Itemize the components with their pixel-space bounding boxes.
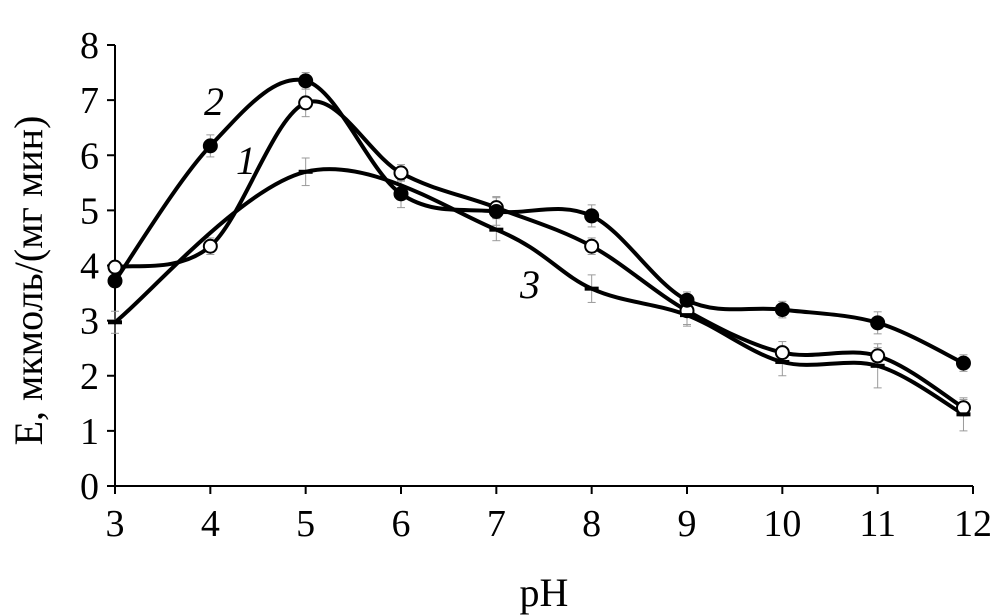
series-markers [107,73,971,417]
x-tick-label: 12 [954,503,992,545]
y-tick-label: 4 [80,246,99,288]
x-tick-label: 4 [201,503,220,545]
y-tick-label: 0 [80,466,99,508]
series-2-point [107,273,123,289]
series-2-point [488,203,504,219]
x-tick-label: 9 [678,503,697,545]
y-tick-label: 2 [80,356,99,398]
x-axis-title: pH [520,570,569,615]
series-2-point [955,355,971,371]
x-tick-label: 3 [106,503,125,545]
series-1-label: 1 [236,138,256,183]
series-1-point [584,238,600,254]
series-3-label: 3 [519,262,540,307]
x-tick-label: 10 [763,503,801,545]
y-tick-label: 8 [80,25,99,67]
series-1-point [202,238,218,254]
x-tick-label: 7 [487,503,506,545]
y-tick-label: 6 [80,135,99,177]
series-2-point [679,292,695,308]
x-tick-label: 5 [296,503,315,545]
series-2-point [774,302,790,318]
series-labels: 12 3 [204,79,540,307]
series-2-point [393,186,409,202]
series-1-point [955,400,971,416]
series-2-point [202,138,218,154]
series-1-point [774,345,790,361]
series-1-point [107,259,123,275]
y-tick-label: 7 [80,80,99,122]
x-tick-label: 11 [859,503,896,545]
axes [107,44,974,494]
series-2-point [870,315,886,331]
series-1-point [298,95,314,111]
series-2-point [584,208,600,224]
y-tick-label: 3 [80,301,99,343]
series-2-label: 2 [204,79,224,124]
series-1-line [113,99,966,410]
y-axis-title: E, мкмоль/(мг мин) [6,116,51,446]
y-tick-label: 1 [80,411,99,453]
series-lines [113,77,966,417]
x-tick-label: 6 [392,503,411,545]
series-2-line [113,77,966,366]
series-1-point [393,165,409,181]
y-tick-label: 5 [80,190,99,232]
series-2-point [298,73,314,89]
x-tick-label: 8 [582,503,601,545]
series-1-point [870,348,886,364]
